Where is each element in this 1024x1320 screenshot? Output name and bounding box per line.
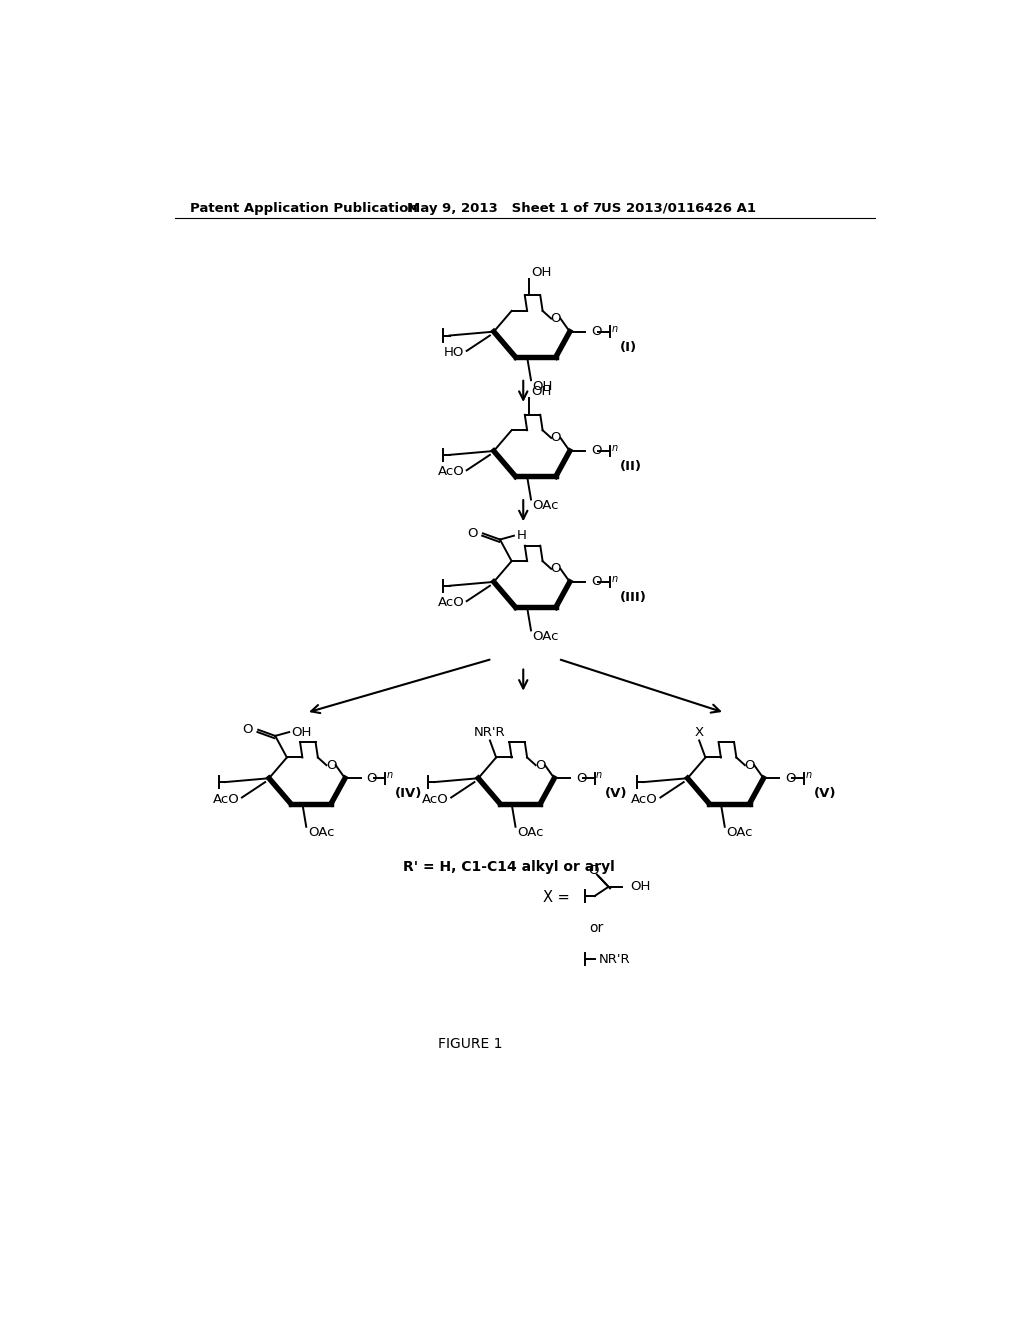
- Text: n: n: [611, 574, 617, 583]
- Text: AcO: AcO: [632, 792, 658, 805]
- Text: O: O: [551, 432, 561, 445]
- Text: NR'R: NR'R: [474, 726, 506, 739]
- Text: O: O: [551, 312, 561, 325]
- Text: OH: OH: [630, 880, 650, 894]
- Text: O: O: [536, 759, 546, 772]
- Text: US 2013/0116426 A1: US 2013/0116426 A1: [601, 202, 756, 215]
- Text: O: O: [592, 576, 602, 589]
- Text: May 9, 2013   Sheet 1 of 7: May 9, 2013 Sheet 1 of 7: [407, 202, 602, 215]
- Text: X =: X =: [543, 890, 569, 906]
- Text: O: O: [243, 723, 253, 737]
- Text: OAc: OAc: [726, 826, 753, 840]
- Text: OAc: OAc: [532, 499, 559, 512]
- Text: AcO: AcO: [437, 465, 464, 478]
- Text: or: or: [589, 921, 603, 936]
- Text: AcO: AcO: [422, 792, 449, 805]
- Text: AcO: AcO: [213, 792, 240, 805]
- Text: n: n: [805, 770, 811, 780]
- Text: (V): (V): [604, 787, 627, 800]
- Text: O: O: [367, 772, 377, 785]
- Text: O: O: [467, 527, 477, 540]
- Text: O: O: [785, 772, 796, 785]
- Text: AcO: AcO: [437, 597, 464, 610]
- Text: n: n: [611, 323, 617, 334]
- Text: OH: OH: [292, 726, 312, 739]
- Text: n: n: [611, 444, 617, 453]
- Text: OAc: OAc: [308, 826, 334, 840]
- Text: O: O: [575, 772, 587, 785]
- Text: O: O: [326, 759, 336, 772]
- Text: X: X: [694, 726, 703, 739]
- Text: NR'R: NR'R: [599, 953, 631, 966]
- Text: OH: OH: [531, 265, 551, 279]
- Text: O: O: [589, 865, 599, 878]
- Text: n: n: [596, 770, 602, 780]
- Text: OAc: OAc: [532, 630, 559, 643]
- Text: HO: HO: [444, 346, 464, 359]
- Text: (I): (I): [621, 341, 637, 354]
- Text: (II): (II): [621, 459, 642, 473]
- Text: R' = H, C1-C14 alkyl or aryl: R' = H, C1-C14 alkyl or aryl: [403, 859, 614, 874]
- Text: O: O: [744, 759, 755, 772]
- Text: O: O: [592, 445, 602, 458]
- Text: Patent Application Publication: Patent Application Publication: [190, 202, 418, 215]
- Text: (V): (V): [814, 787, 837, 800]
- Text: OH: OH: [532, 380, 553, 393]
- Text: FIGURE 1: FIGURE 1: [438, 1038, 503, 1051]
- Text: OH: OH: [531, 385, 551, 399]
- Text: (IV): (IV): [395, 787, 423, 800]
- Text: (III): (III): [621, 591, 647, 603]
- Text: H: H: [516, 529, 526, 543]
- Text: OAc: OAc: [517, 826, 544, 840]
- Text: n: n: [387, 770, 393, 780]
- Text: O: O: [592, 325, 602, 338]
- Text: O: O: [551, 562, 561, 576]
